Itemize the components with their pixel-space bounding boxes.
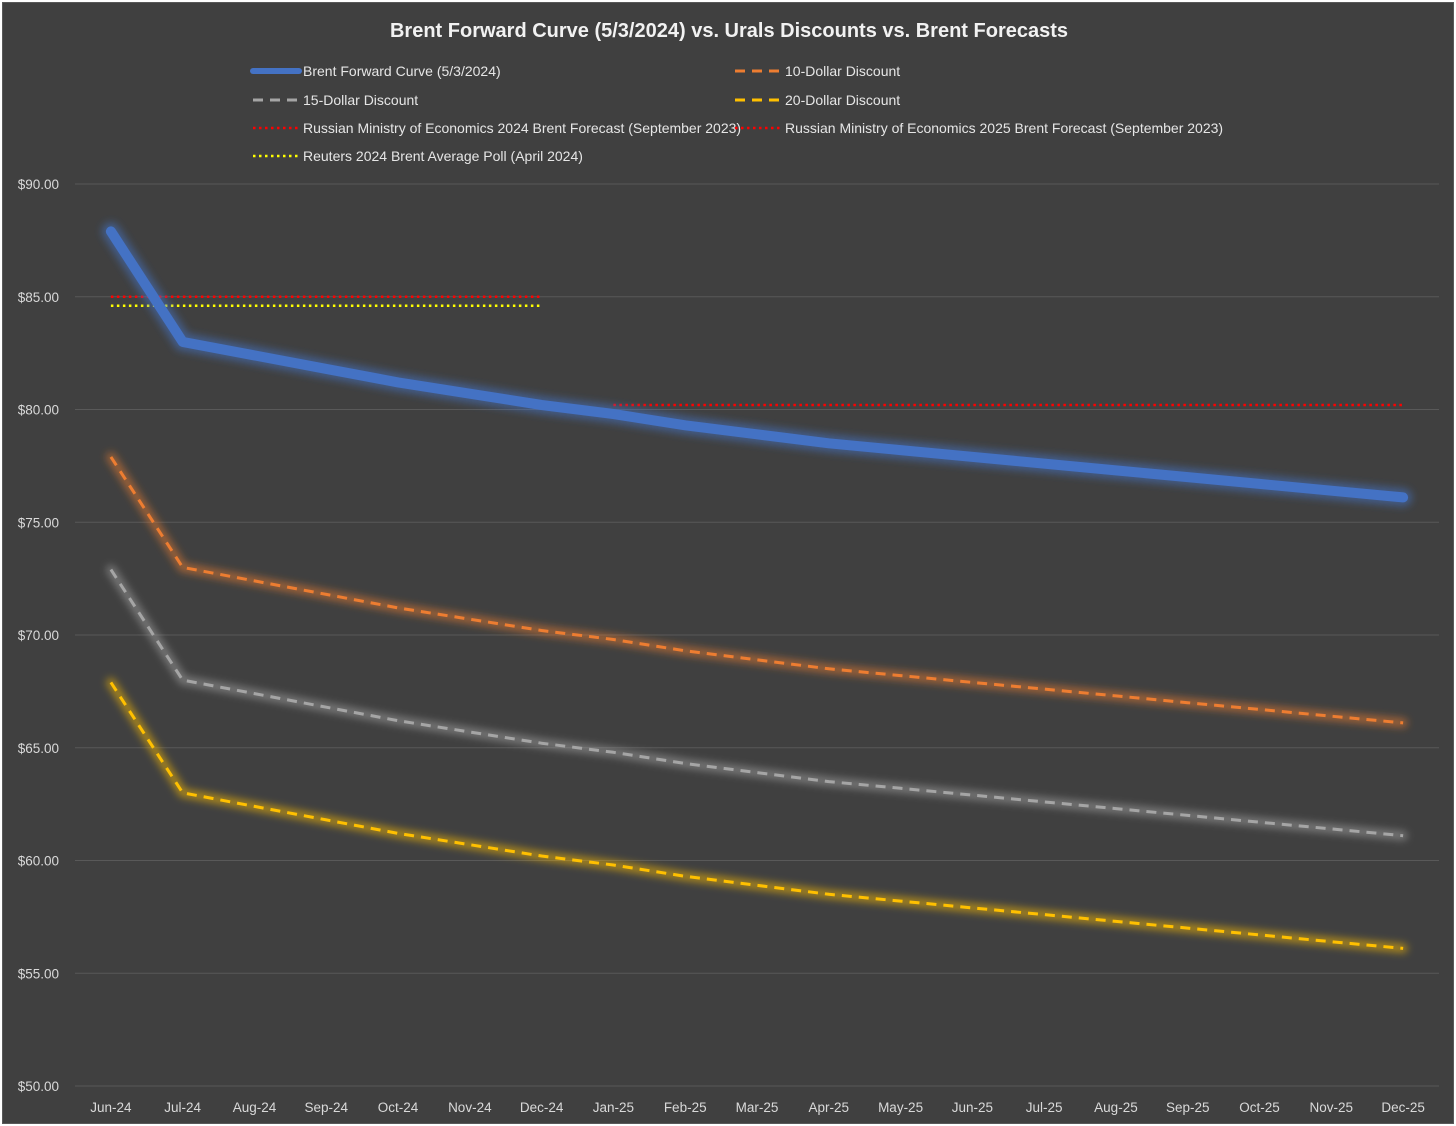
x-tick-label: Jun-24 [90,1100,132,1115]
series-line [101,222,1413,507]
legend-label: 15-Dollar Discount [303,92,418,108]
y-tick-label: $75.00 [18,515,59,530]
series-path [109,456,1404,725]
y-tick-label: $65.00 [18,741,59,756]
legend-label: Russian Ministry of Economics 2025 Brent… [785,120,1223,136]
legend-label: Reuters 2024 Brent Average Poll (April 2… [303,148,583,164]
legend-label: 20-Dollar Discount [785,92,900,108]
legend-item: Russian Ministry of Economics 2025 Brent… [735,120,1223,136]
y-tick-label: $90.00 [18,177,59,192]
legend-item: 10-Dollar Discount [735,63,900,79]
series-line [106,677,1408,953]
y-tick-label: $85.00 [18,290,59,305]
x-tick-label: Mar-25 [736,1100,779,1115]
x-tick-label: Oct-25 [1239,1100,1280,1115]
x-tick-label: Aug-25 [1094,1100,1138,1115]
x-tick-label: Jun-25 [952,1100,993,1115]
gridlines [75,183,1439,1087]
legend: Brent Forward Curve (5/3/2024) 10-Dollar … [250,63,1223,164]
x-tick-label: Nov-24 [448,1100,492,1115]
chart-title: Brent Forward Curve (5/3/2024) vs. Urals… [390,20,1068,42]
legend-label: 10-Dollar Discount [785,63,900,79]
x-tick-label: Sep-24 [304,1100,348,1115]
x-tick-label: Jul-24 [164,1100,201,1115]
y-tick-label: $60.00 [18,854,59,869]
series-line [106,452,1408,728]
line-chart: Brent Forward Curve (5/3/2024) vs. Urals… [18,20,1439,1115]
series-lines [101,222,1413,953]
x-tick-label: Nov-25 [1310,1100,1354,1115]
legend-label: Brent Forward Curve (5/3/2024) [303,63,501,79]
x-tick-label: Sep-25 [1166,1100,1210,1115]
x-tick-label: Dec-24 [520,1100,564,1115]
y-tick-label: $70.00 [18,628,59,643]
x-axis-ticks: Jun-24 Jul-24 Aug-24 Sep-24 Oct-24 Nov-24 Dec-… [90,1100,1425,1115]
x-tick-label: Jul-25 [1026,1100,1063,1115]
y-tick-label: $50.00 [18,1079,59,1094]
x-tick-label: May-25 [878,1100,923,1115]
series-path [109,568,1404,838]
y-axis-ticks: $50.00 $55.00 $60.00 $65.00 $70.00 $75.00 $80.… [18,177,59,1094]
series-path [105,226,1409,503]
x-tick-label: Jan-25 [593,1100,634,1115]
x-tick-label: Oct-24 [378,1100,419,1115]
y-tick-label: $80.00 [18,403,59,418]
x-tick-label: Apr-25 [809,1100,850,1115]
x-tick-label: Aug-24 [233,1100,277,1115]
x-tick-label: Dec-25 [1381,1100,1425,1115]
series-path [109,681,1404,950]
y-tick-label: $55.00 [18,966,59,981]
x-tick-label: Feb-25 [664,1100,707,1115]
legend-label: Russian Ministry of Economics 2024 Brent… [303,120,741,136]
legend-item: Brent Forward Curve (5/3/2024) [250,63,501,79]
legend-item: Russian Ministry of Economics 2024 Brent… [253,120,741,136]
legend-item: Reuters 2024 Brent Average Poll (April 2… [253,148,583,164]
series-line [106,565,1408,841]
legend-item: 20-Dollar Discount [735,92,900,108]
legend-item: 15-Dollar Discount [253,92,418,108]
